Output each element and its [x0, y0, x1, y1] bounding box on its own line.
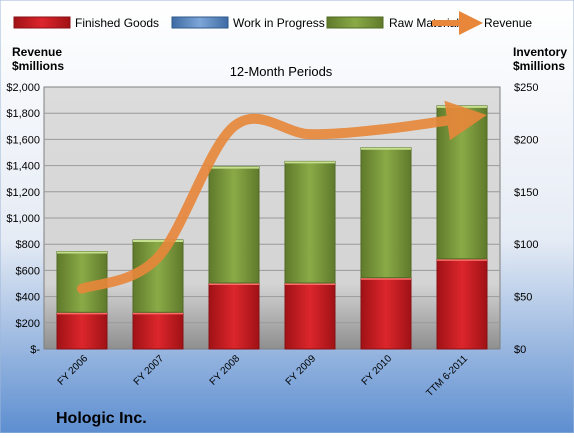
bar-finished-goods [437, 259, 487, 349]
left-tick-label: $1,400 [6, 161, 40, 173]
bar-finished-goods [361, 278, 411, 349]
right-tick-label: $0 [514, 344, 526, 356]
legend-label-work-in-progress: Work in Progress [233, 16, 325, 30]
right-axis-title-line2: $millions [513, 59, 565, 73]
right-tick-label: $50 [514, 292, 532, 304]
chart-title: 12-Month Periods [230, 64, 333, 79]
bar-finished-goods [285, 283, 335, 349]
right-tick-label: $200 [514, 134, 538, 146]
left-tick-label: $600 [16, 265, 40, 277]
bar-finished-goods [57, 312, 107, 349]
left-tick-label: $800 [16, 239, 40, 251]
left-tick-label: $200 [16, 318, 40, 330]
bar-raw-materials [209, 167, 259, 283]
right-tick-label: $250 [514, 82, 538, 94]
bar-raw-materials [285, 161, 335, 283]
legend-label-revenue: Revenue [484, 16, 532, 30]
left-tick-label: $2,000 [6, 82, 40, 94]
left-axis-title-line1: Revenue [12, 45, 62, 59]
left-tick-label: $1,200 [6, 187, 40, 199]
legend-swatch-work-in-progress [172, 17, 228, 28]
bar-finished-goods [133, 312, 183, 349]
left-axis-title-line2: $millions [12, 59, 64, 73]
left-tick-label: $400 [16, 292, 40, 304]
right-tick-label: $100 [514, 239, 538, 251]
legend: Finished Goods Work in Progress Raw Mate… [14, 16, 532, 30]
left-tick-label: $1,600 [6, 134, 40, 146]
right-tick-label: $150 [514, 187, 538, 199]
right-axis-title-line1: Inventory [513, 45, 567, 59]
legend-swatch-finished-goods [14, 17, 70, 28]
company-name: Hologic Inc. [56, 410, 147, 427]
bar-raw-materials [361, 148, 411, 278]
left-tick-label: $1,800 [6, 108, 40, 120]
bar-raw-materials [437, 106, 487, 259]
left-tick-label: $- [30, 344, 40, 356]
legend-swatch-raw-materials [327, 17, 383, 28]
legend-label-finished-goods: Finished Goods [75, 16, 159, 30]
bar-finished-goods [209, 283, 259, 349]
left-tick-label: $1,000 [6, 213, 40, 225]
